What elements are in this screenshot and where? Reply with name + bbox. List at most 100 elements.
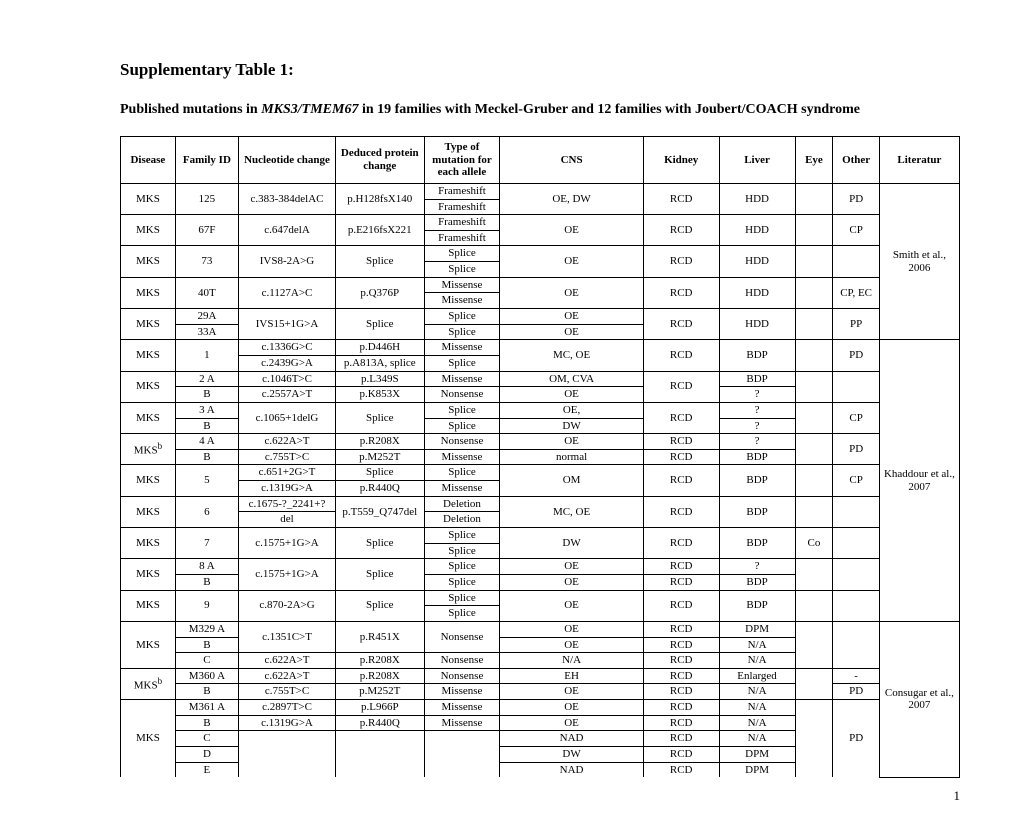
cell: c.2557A>T (239, 387, 336, 403)
cell: Splice (424, 559, 500, 575)
cell: Splice (424, 418, 500, 434)
mutation-table: Disease Family ID Nucleotide change Dedu… (120, 136, 960, 778)
cell: c.1675-?_2241+? (239, 496, 336, 512)
cell: OE, DW (500, 183, 643, 214)
cell: RCD (643, 449, 719, 465)
col-other: Other (833, 137, 879, 184)
cell: p.L966P (336, 700, 425, 716)
cell: B (175, 715, 238, 731)
cell: MKS (121, 559, 176, 590)
cell: Splice (336, 590, 425, 621)
cell: RCD (643, 653, 719, 669)
cell: MKS (121, 528, 176, 559)
cell: M329 A (175, 621, 238, 637)
cell: OE (500, 434, 643, 450)
cell: OE (500, 715, 643, 731)
cell: MKS (121, 465, 176, 496)
col-kidney: Kidney (643, 137, 719, 184)
cell: DPM (719, 746, 795, 762)
cell: B (175, 387, 238, 403)
cell: normal (500, 449, 643, 465)
cell: EH (500, 668, 643, 684)
cell: HDD (719, 246, 795, 277)
cell: Splice (336, 559, 425, 590)
col-prot: Deduced protein change (336, 137, 425, 184)
cell: p.R440Q (336, 481, 425, 497)
cell: MKS (121, 183, 176, 214)
cell: IVS15+1G>A (239, 309, 336, 340)
cell: p.R451X (336, 621, 425, 652)
cell: p.A813A, splice (336, 355, 425, 371)
cell: c.1319G>A (239, 715, 336, 731)
cell: CP (833, 215, 879, 246)
cell: BDP (719, 449, 795, 465)
cell: Splice (424, 262, 500, 278)
cell: Nonsense (424, 668, 500, 684)
cell: Splice (336, 465, 425, 481)
cell: HDD (719, 215, 795, 246)
cell: OM (500, 465, 643, 496)
cell: c.383-384delAC (239, 183, 336, 214)
cell: OE (500, 215, 643, 246)
cell: c.1351C>T (239, 621, 336, 652)
cell: Missense (424, 449, 500, 465)
cell: ? (719, 559, 795, 575)
cell-lit: Consugar et al., 2007 (879, 621, 959, 777)
cell-sup: b (158, 441, 163, 451)
cell: RCD (643, 215, 719, 246)
cell: N/A (719, 700, 795, 716)
cell: HDD (719, 309, 795, 340)
cell (833, 590, 879, 621)
cell: C (175, 731, 238, 747)
cell (795, 309, 833, 340)
cell: p.E216fsX221 (336, 215, 425, 246)
cell: MKS (121, 590, 176, 621)
cell: Frameshift (424, 183, 500, 199)
cell: N/A (500, 653, 643, 669)
cell (795, 590, 833, 621)
cell: Nonsense (424, 653, 500, 669)
cell: RCD (643, 668, 719, 684)
cell: c.622A>T (239, 668, 336, 684)
cell: PD (833, 684, 879, 700)
cell: Splice (424, 590, 500, 606)
cell: RCD (643, 684, 719, 700)
cell: RCD (643, 746, 719, 762)
cell: PD (833, 434, 879, 465)
cell: DPM (719, 621, 795, 637)
cell (833, 621, 879, 668)
cell: RCD (643, 731, 719, 747)
cell: 67F (175, 215, 238, 246)
cell: RCD (643, 371, 719, 402)
cell: MKS (121, 700, 176, 778)
cell: c.1575+1G>A (239, 559, 336, 590)
cell: D (175, 746, 238, 762)
table-row: MKS 40T c.1127A>C p.Q376P Missense OE RC… (121, 277, 960, 293)
cell: Missense (424, 715, 500, 731)
cell (424, 731, 500, 777)
table-row: MKS 29A IVS15+1G>A Splice Splice OE RCD … (121, 309, 960, 325)
cell: Deletion (424, 512, 500, 528)
cell: Missense (424, 340, 500, 356)
cell: BDP (719, 590, 795, 621)
cell: N/A (719, 715, 795, 731)
cell (239, 731, 336, 777)
col-nuc: Nucleotide change (239, 137, 336, 184)
cell: E (175, 762, 238, 777)
table-row: MKS 5 c.651+2G>T Splice Splice OM RCD BD… (121, 465, 960, 481)
cell: MKS (121, 246, 176, 277)
cell: MC, OE (500, 340, 643, 371)
table-row: MKS 73 IVS8-2A>G Splice Splice OE RCD HD… (121, 246, 960, 262)
cell: B (175, 684, 238, 700)
cell: p.H128fsX140 (336, 183, 425, 214)
cell: IVS8-2A>G (239, 246, 336, 277)
cell: RCD (643, 637, 719, 653)
col-disease: Disease (121, 137, 176, 184)
cell (833, 496, 879, 527)
cell: 3 A (175, 402, 238, 418)
cell: Enlarged (719, 668, 795, 684)
cell (795, 434, 833, 465)
cell: BDP (719, 340, 795, 371)
cell (795, 621, 833, 668)
cell: Splice (424, 324, 500, 340)
